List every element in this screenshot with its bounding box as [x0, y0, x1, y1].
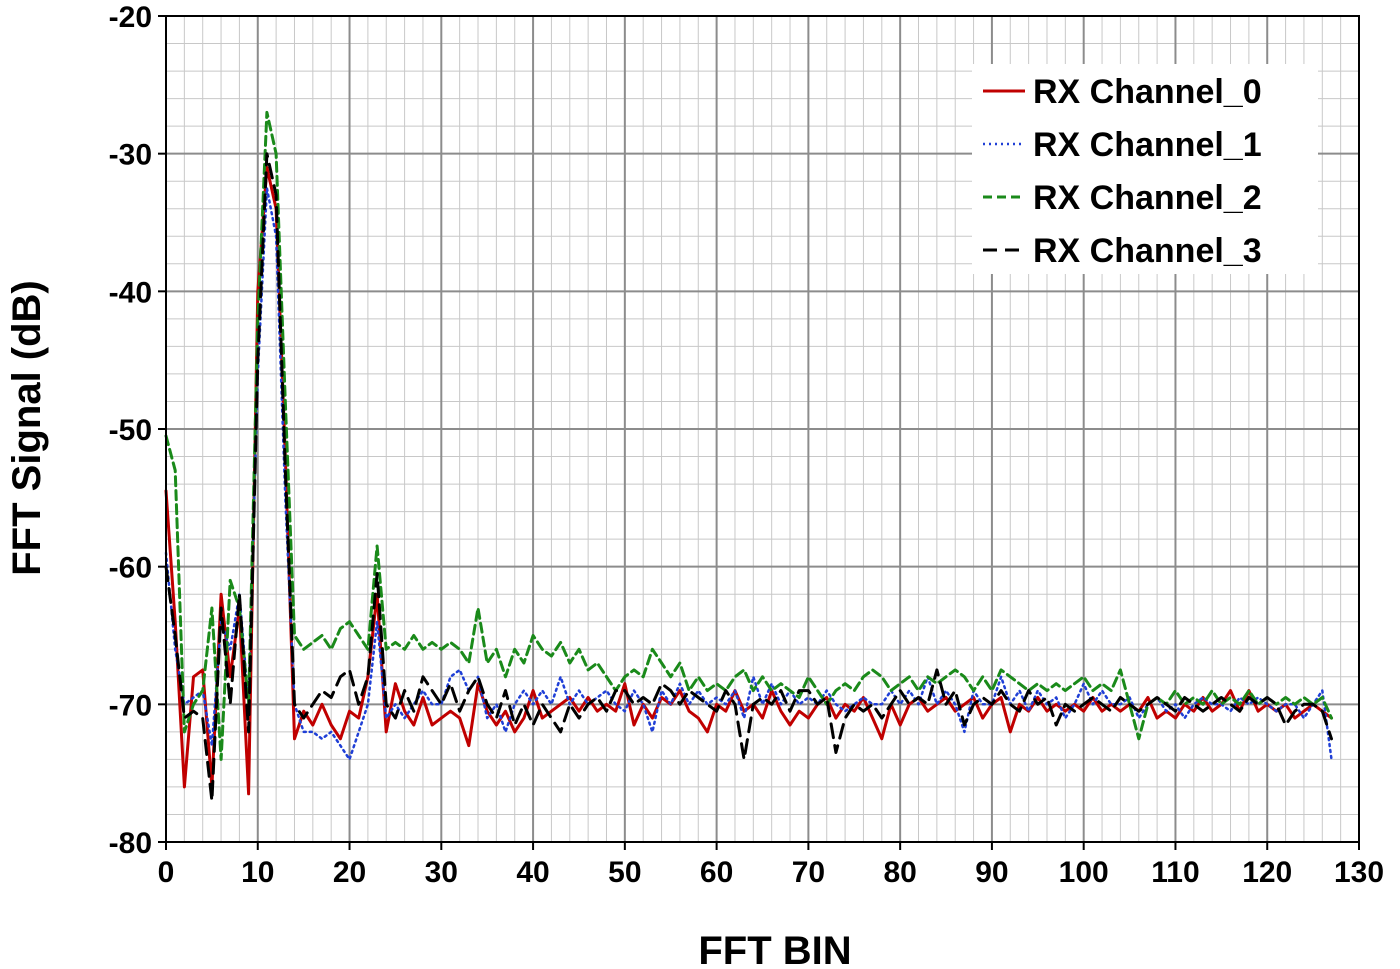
y-tick-label: -70: [109, 689, 152, 722]
y-tick-label: -60: [109, 552, 152, 585]
series-lines: [164, 110, 1333, 803]
x-tick-label: 100: [1059, 856, 1109, 889]
y-tick-label: -50: [109, 414, 152, 447]
series-line-1: [164, 186, 1333, 761]
series-line-2: [164, 110, 1333, 761]
legend-label-0: RX Channel_0: [1033, 73, 1262, 111]
x-tick-label: 80: [883, 856, 916, 889]
x-tick-label: 20: [333, 856, 366, 889]
x-tick-label: 50: [608, 856, 641, 889]
legend-label-3: RX Channel_3: [1033, 232, 1262, 270]
y-tick-label: -30: [109, 139, 152, 172]
legend-label-2: RX Channel_2: [1033, 179, 1262, 217]
y-axis-tick-labels: -20 -30 -40 -50 -60 -70 -80: [109, 1, 166, 860]
x-axis-tick-labels: 0 10 20 30 40 50 60 70 80 90 100 110 120 130: [158, 842, 1384, 889]
y-tick-label: -40: [109, 276, 152, 309]
x-tick-label: 10: [241, 856, 274, 889]
y-tick-label: -80: [109, 827, 152, 860]
x-tick-label: 90: [975, 856, 1008, 889]
x-tick-label: 30: [425, 856, 458, 889]
x-tick-label: 70: [792, 856, 825, 889]
x-tick-label: 120: [1242, 856, 1292, 889]
y-tick-label: -20: [109, 1, 152, 34]
x-axis-title: FFT BIN: [698, 929, 851, 969]
x-tick-label: 130: [1334, 856, 1384, 889]
legend: RX Channel_0 RX Channel_1 RX Channel_2 RX C…: [972, 64, 1318, 274]
x-tick-label: 0: [158, 856, 175, 889]
x-tick-label: 110: [1151, 856, 1199, 889]
legend-label-1: RX Channel_1: [1033, 126, 1262, 164]
y-axis-title: FFT Signal (dB): [5, 280, 49, 576]
legend-box: [972, 64, 1318, 274]
x-tick-label: 40: [516, 856, 549, 889]
series-line-3: [164, 152, 1333, 803]
x-tick-label: 60: [700, 856, 733, 889]
